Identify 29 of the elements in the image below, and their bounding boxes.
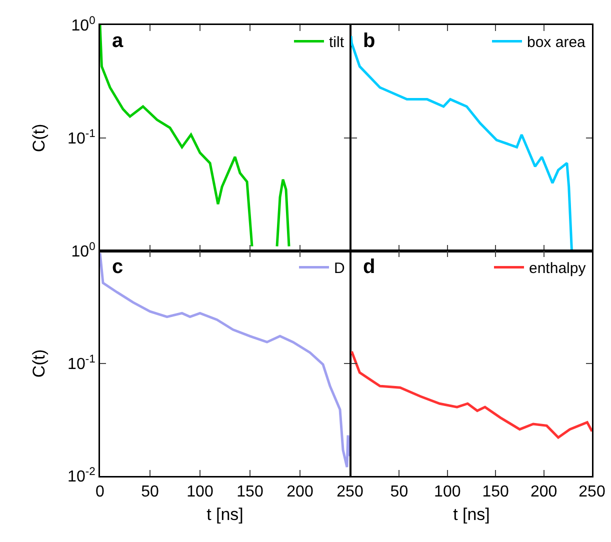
x-tick-label: 100 <box>186 484 214 501</box>
y-tick-label: 10$^{0}$ <box>71 240 96 261</box>
y-tick-label: 10$^{-1}$ <box>68 353 96 374</box>
x-axis-title: t [ns] <box>206 504 244 524</box>
y-axis-title: C(t) <box>29 349 48 378</box>
x-tick-label: 200 <box>286 484 314 501</box>
x-tick-label: 50 <box>390 484 408 501</box>
legend-label: tilt <box>329 34 345 52</box>
x-tick-label: 0 <box>96 484 105 501</box>
x-tick-label: 150 <box>236 484 264 501</box>
x-tick-label: 150 <box>482 484 510 501</box>
chart-title: b <box>363 30 376 52</box>
x-tick-label: 50 <box>141 484 159 501</box>
x-tick-label: 250 <box>336 484 364 501</box>
y-tick-label: 10$^{-2}$ <box>68 466 96 486</box>
y-tick-label: 10$^{-1}$ <box>68 128 96 148</box>
legend-label: box area <box>527 34 586 52</box>
legend-label: D <box>334 260 345 278</box>
chart-title: c <box>112 256 124 278</box>
line-series <box>100 252 350 468</box>
legend-label: enthalpy <box>529 260 586 278</box>
x-tick-label: 250 <box>578 484 606 501</box>
y-tick-label: 10$^{0}$ <box>71 14 96 35</box>
chart-title: a <box>112 30 124 52</box>
x-tick-label: 100 <box>434 484 461 501</box>
x-tick-label: 200 <box>530 484 558 501</box>
x-axis-title: t [ns] <box>453 504 490 524</box>
y-axis-title: C(t) <box>29 124 48 152</box>
chart-title: d <box>363 256 376 278</box>
